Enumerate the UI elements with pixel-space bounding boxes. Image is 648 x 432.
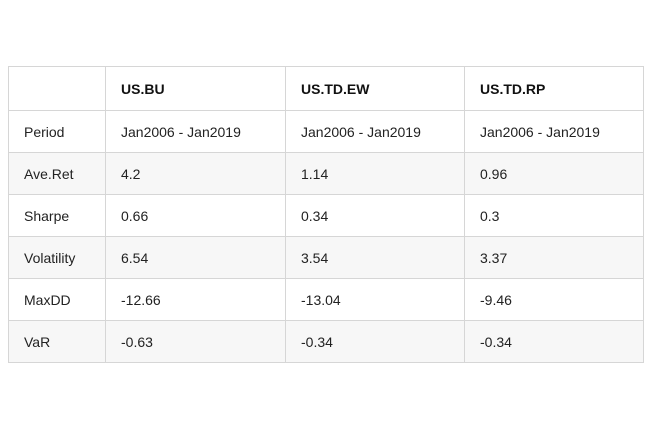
table-cell: -0.63 [105, 320, 286, 363]
table-cell: -12.66 [105, 278, 286, 321]
table-cell: 0.66 [105, 194, 286, 237]
row-label: Ave.Ret [8, 152, 106, 195]
row-label: Volatility [8, 236, 106, 279]
header-cell-us-td-rp: US.TD.RP [464, 66, 644, 111]
row-label: MaxDD [8, 278, 106, 321]
row-label: Sharpe [8, 194, 106, 237]
header-cell-empty [8, 66, 106, 111]
table-row: Ave.Ret 4.2 1.14 0.96 [8, 152, 644, 195]
table-body: Period Jan2006 - Jan2019 Jan2006 - Jan20… [8, 110, 644, 363]
header-row: US.BU US.TD.EW US.TD.RP [8, 66, 644, 111]
table-cell: 4.2 [105, 152, 286, 195]
table-header: US.BU US.TD.EW US.TD.RP [8, 66, 644, 111]
header-cell-us-td-ew: US.TD.EW [285, 66, 465, 111]
table-cell: 6.54 [105, 236, 286, 279]
table-cell: Jan2006 - Jan2019 [105, 110, 286, 153]
table-cell: Jan2006 - Jan2019 [464, 110, 644, 153]
header-cell-us-bu: US.BU [105, 66, 286, 111]
table-cell: 0.3 [464, 194, 644, 237]
table-cell: -9.46 [464, 278, 644, 321]
table-cell: 0.96 [464, 152, 644, 195]
table-cell: 3.54 [285, 236, 465, 279]
table-row: Sharpe 0.66 0.34 0.3 [8, 194, 644, 237]
row-label: Period [8, 110, 106, 153]
table-row: Period Jan2006 - Jan2019 Jan2006 - Jan20… [8, 110, 644, 153]
table-cell: Jan2006 - Jan2019 [285, 110, 465, 153]
table-cell: 0.34 [285, 194, 465, 237]
table-row: VaR -0.63 -0.34 -0.34 [8, 320, 644, 363]
table-cell: 3.37 [464, 236, 644, 279]
row-label: VaR [8, 320, 106, 363]
table-row: Volatility 6.54 3.54 3.37 [8, 236, 644, 279]
table-cell: -13.04 [285, 278, 465, 321]
table-cell: 1.14 [285, 152, 465, 195]
table-cell: -0.34 [464, 320, 644, 363]
table-cell: -0.34 [285, 320, 465, 363]
table-row: MaxDD -12.66 -13.04 -9.46 [8, 278, 644, 321]
statistics-table: US.BU US.TD.EW US.TD.RP Period Jan2006 -… [8, 66, 644, 363]
